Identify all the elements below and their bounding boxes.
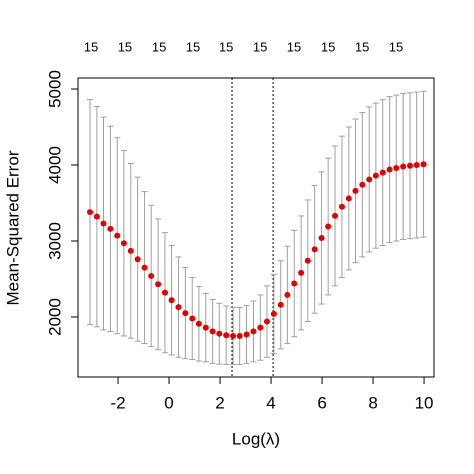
point <box>352 187 359 194</box>
point <box>86 209 93 216</box>
top-label: 15 <box>219 39 233 54</box>
point <box>366 176 373 183</box>
point <box>161 289 168 296</box>
point <box>243 331 250 338</box>
point <box>407 162 414 169</box>
point <box>413 162 420 169</box>
point <box>175 304 182 311</box>
point <box>359 181 366 188</box>
point <box>134 256 141 263</box>
top-label: 15 <box>321 39 335 54</box>
plot-frame <box>77 77 435 378</box>
point <box>379 169 386 176</box>
point <box>420 161 427 168</box>
point <box>311 246 318 253</box>
point <box>127 247 134 254</box>
point <box>270 310 277 317</box>
point <box>386 166 393 173</box>
point <box>189 315 196 322</box>
x-tick-label: 10 <box>415 393 434 412</box>
point <box>168 297 175 304</box>
point <box>291 280 298 287</box>
top-label: 15 <box>389 39 403 54</box>
point <box>318 234 325 241</box>
point <box>393 165 400 172</box>
top-label: 15 <box>118 39 132 54</box>
point <box>263 318 270 325</box>
point <box>325 223 332 230</box>
point <box>155 281 162 288</box>
point <box>230 332 237 339</box>
top-label: 15 <box>253 39 267 54</box>
point <box>141 264 148 271</box>
point <box>250 328 257 335</box>
point <box>236 332 243 339</box>
top-label: 15 <box>84 39 98 54</box>
point <box>120 240 127 247</box>
point <box>209 328 216 335</box>
point <box>400 163 407 170</box>
y-tick-label: 3000 <box>45 222 64 260</box>
x-tick-label: 0 <box>164 393 173 412</box>
top-label: 15 <box>152 39 166 54</box>
x-tick-label: 4 <box>266 393 275 412</box>
point <box>257 324 264 331</box>
top-label: 15 <box>355 39 369 54</box>
point <box>277 301 284 308</box>
point <box>107 225 114 232</box>
point <box>114 232 121 239</box>
x-tick-label: 8 <box>368 393 377 412</box>
top-label: 15 <box>287 39 301 54</box>
x-tick-label: -2 <box>110 393 125 412</box>
point <box>372 172 379 179</box>
point <box>338 203 345 210</box>
x-tick-label: 6 <box>317 393 326 412</box>
point <box>148 272 155 279</box>
point <box>304 257 311 264</box>
point <box>216 330 223 337</box>
x-axis-label: Log(λ) <box>232 429 280 448</box>
y-tick-label: 4000 <box>45 146 64 184</box>
x-tick-label: 2 <box>215 393 224 412</box>
point <box>345 195 352 202</box>
point <box>284 291 291 298</box>
point <box>100 220 107 227</box>
y-tick-label: 5000 <box>45 70 64 108</box>
y-tick-label: 2000 <box>45 298 64 336</box>
top-label: 15 <box>186 39 200 54</box>
point <box>195 320 202 327</box>
point <box>332 212 339 219</box>
y-axis-label: Mean-Squared Error <box>3 150 22 305</box>
point <box>298 269 305 276</box>
point <box>202 324 209 331</box>
point <box>93 213 100 220</box>
point <box>182 310 189 317</box>
point <box>223 332 230 339</box>
